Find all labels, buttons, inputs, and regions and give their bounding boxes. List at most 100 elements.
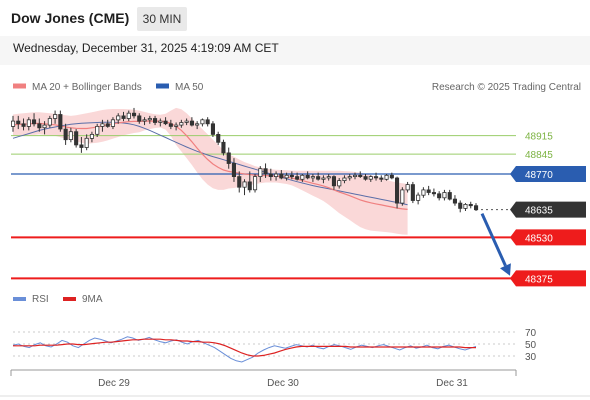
ma20-legend-swatch xyxy=(13,83,26,89)
candle xyxy=(279,170,284,180)
candle xyxy=(189,117,195,127)
support-level-tag: 48530 xyxy=(510,229,586,246)
candle xyxy=(394,176,400,209)
date-band xyxy=(0,36,590,65)
x-tick-label: Dec 29 xyxy=(98,378,130,389)
ma50-line xyxy=(12,121,408,206)
candle-body xyxy=(152,118,158,123)
candle-body xyxy=(195,123,200,126)
candle-body xyxy=(53,114,58,119)
candle xyxy=(326,174,331,181)
candle-body xyxy=(300,174,305,180)
candle-body xyxy=(189,120,195,126)
candle xyxy=(416,192,421,205)
candle xyxy=(458,200,463,213)
support-tag-shape xyxy=(510,270,586,287)
candle-body xyxy=(368,176,373,180)
candle-body xyxy=(174,124,179,127)
candle xyxy=(342,175,347,184)
candle xyxy=(431,188,436,197)
candle xyxy=(421,187,426,198)
candle-body xyxy=(437,193,442,199)
candle xyxy=(258,166,263,182)
candle-body xyxy=(373,176,379,179)
candle-body xyxy=(268,173,273,177)
candle-body xyxy=(247,181,252,191)
rsi-ma-line xyxy=(13,338,476,357)
candle xyxy=(142,117,147,126)
candle-body xyxy=(379,177,384,180)
candle xyxy=(242,179,247,196)
last-level-label: 48635 xyxy=(525,206,553,217)
candle-body xyxy=(26,119,31,127)
candle-body xyxy=(95,126,100,135)
candle xyxy=(263,163,268,178)
candle-body xyxy=(321,177,326,180)
candle xyxy=(337,177,342,189)
ma20-legend-label: MA 20 + Bollinger Bands xyxy=(32,82,142,93)
pivot-level-label: 48770 xyxy=(525,170,553,181)
candle xyxy=(16,115,21,130)
candle-body xyxy=(242,181,247,188)
candle xyxy=(358,171,363,178)
candle xyxy=(463,203,468,211)
support-level-label: 48530 xyxy=(525,233,553,244)
last-tag-shape xyxy=(510,201,586,218)
candle-body xyxy=(347,176,352,179)
candle xyxy=(231,158,237,182)
candle-body xyxy=(105,123,110,127)
candle xyxy=(368,175,373,182)
candle xyxy=(79,137,84,153)
candle-body xyxy=(32,119,37,125)
candle-body xyxy=(37,123,42,129)
candle xyxy=(10,115,16,132)
candle-body xyxy=(200,119,205,125)
candle-body xyxy=(184,120,189,123)
candle xyxy=(195,121,200,130)
candle xyxy=(468,201,473,209)
x-tick-label: Dec 31 xyxy=(436,378,468,389)
bollinger-band xyxy=(13,107,408,235)
ma50-legend-swatch xyxy=(156,83,169,89)
candle xyxy=(74,129,79,148)
rsi-ma-legend-swatch xyxy=(63,297,76,301)
candle xyxy=(363,174,368,181)
candle-body xyxy=(284,174,289,179)
candle-body xyxy=(410,184,415,201)
candle xyxy=(273,171,279,181)
timeframe-button[interactable]: 30 MIN xyxy=(137,7,187,31)
instrument-title: Dow Jones (CME) xyxy=(11,10,130,26)
rsi-ma-legend-label: 9MA xyxy=(82,294,103,305)
candle xyxy=(131,107,137,119)
candle xyxy=(252,174,258,193)
candle xyxy=(152,115,158,126)
candle xyxy=(210,121,216,137)
candle-body xyxy=(58,114,63,130)
candle xyxy=(42,121,47,135)
candle xyxy=(147,115,152,124)
candle-body xyxy=(116,115,121,121)
candle-body xyxy=(452,198,457,204)
candle xyxy=(410,181,415,204)
candle xyxy=(347,174,352,181)
candle xyxy=(53,110,58,124)
candle xyxy=(37,118,42,132)
support-level-label: 48375 xyxy=(525,274,553,285)
candle-body xyxy=(473,205,479,211)
candle-body xyxy=(316,176,321,180)
candle-body xyxy=(110,119,116,127)
candle-body xyxy=(394,177,400,204)
ma20-line xyxy=(12,120,408,210)
candle xyxy=(352,172,358,180)
candle-body xyxy=(16,120,21,125)
chart-header: Dow Jones (CME) 30 MIN xyxy=(0,0,590,36)
candle xyxy=(473,203,479,211)
ma50-legend-label: MA 50 xyxy=(175,82,204,93)
forecast-arrow-shaft xyxy=(480,213,507,267)
resistance-level-label: 48915 xyxy=(525,132,553,143)
candle-body xyxy=(310,176,315,179)
candle xyxy=(300,174,305,182)
candle-body xyxy=(84,137,89,148)
candle xyxy=(452,195,457,206)
